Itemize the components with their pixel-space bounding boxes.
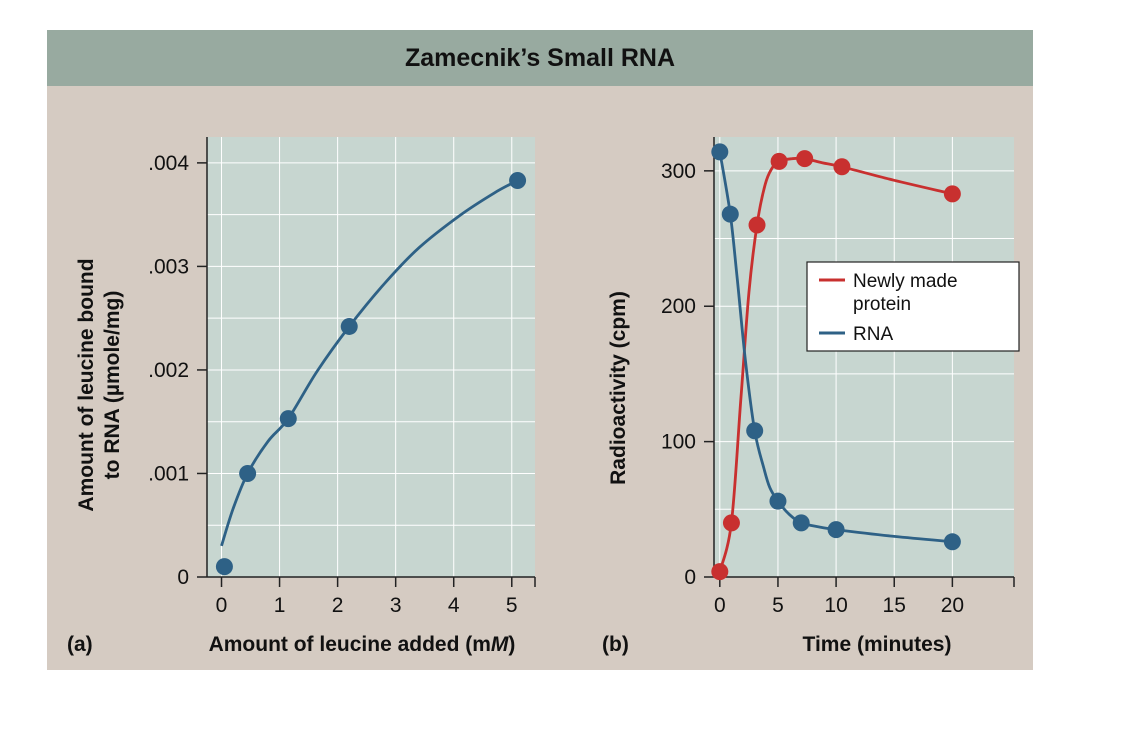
- y-tick-label: .003: [148, 255, 189, 278]
- y-tick-label: .001: [148, 462, 189, 485]
- data-point: [943, 533, 961, 551]
- y-tick-label: .004: [148, 152, 189, 175]
- plot-area: [714, 137, 1014, 577]
- y-tick-label: .002: [148, 359, 189, 382]
- legend-label-protein-line1: Newly made: [853, 271, 958, 292]
- x-tick-label: 15: [883, 594, 906, 617]
- data-point: [711, 143, 729, 161]
- x-tick-label: 2: [332, 594, 344, 617]
- data-point: [748, 216, 766, 234]
- y-axis-label-b: Radioactivity (cpm): [607, 291, 630, 485]
- x-axis-label-a: Amount of leucine added (mM): [209, 633, 516, 656]
- x-tick-label: 5: [772, 594, 784, 617]
- data-point: [279, 410, 297, 428]
- data-point: [943, 185, 961, 203]
- x-tick-label: 0: [714, 594, 726, 617]
- y-tick-label: 100: [661, 431, 696, 454]
- x-tick-label: 1: [274, 594, 286, 617]
- legend-label-rna: RNA: [853, 324, 893, 345]
- data-point: [796, 150, 814, 168]
- y-tick-label: 300: [661, 160, 696, 183]
- panel-label-b: (b): [602, 633, 629, 656]
- data-point: [340, 317, 358, 335]
- x-tick-label: 5: [506, 594, 518, 617]
- x-tick-label: 3: [390, 594, 402, 617]
- panel-label-a: (a): [67, 633, 93, 656]
- x-tick-label: 10: [824, 594, 847, 617]
- data-point: [239, 464, 257, 482]
- data-point: [769, 492, 787, 510]
- x-tick-label: 20: [941, 594, 964, 617]
- data-point: [746, 422, 764, 440]
- x-tick-label: 0: [216, 594, 228, 617]
- data-point: [509, 171, 527, 189]
- data-point: [721, 205, 739, 223]
- data-point: [215, 558, 233, 576]
- legend-box: [806, 261, 1020, 352]
- y-tick-label: 0: [684, 566, 696, 589]
- charts-svg: (a) (b) Amount of leucine added (mM) Amo…: [67, 137, 1020, 656]
- plot-area: [207, 137, 535, 577]
- x-axis-label-b: Time (minutes): [803, 633, 952, 656]
- chart-a: 0 1 2 3 4 5 0 .001 .002 .003 .004: [148, 137, 536, 617]
- y-tick-label: 200: [661, 295, 696, 318]
- x-tick-label: 4: [448, 594, 460, 617]
- figure-panel: Zamecnik’s Small RNA (a) (b) Amount of l…: [47, 30, 1033, 670]
- title-bar: Zamecnik’s Small RNA: [47, 30, 1033, 86]
- data-point: [792, 514, 810, 532]
- legend-label-protein-line2: protein: [853, 294, 911, 315]
- data-point: [827, 521, 845, 539]
- y-tick-label: 0: [177, 566, 189, 589]
- figure-title: Zamecnik’s Small RNA: [404, 43, 675, 72]
- y-axis-label-a-line1: Amount of leucine bound: [75, 258, 98, 511]
- data-point: [711, 563, 729, 581]
- data-point: [833, 158, 851, 176]
- y-axis-label-a-line2: to RNA (µmole/mg): [101, 291, 124, 480]
- data-point: [722, 514, 740, 532]
- legend-b: Newly made protein RNA: [806, 261, 1020, 352]
- data-point: [770, 152, 788, 170]
